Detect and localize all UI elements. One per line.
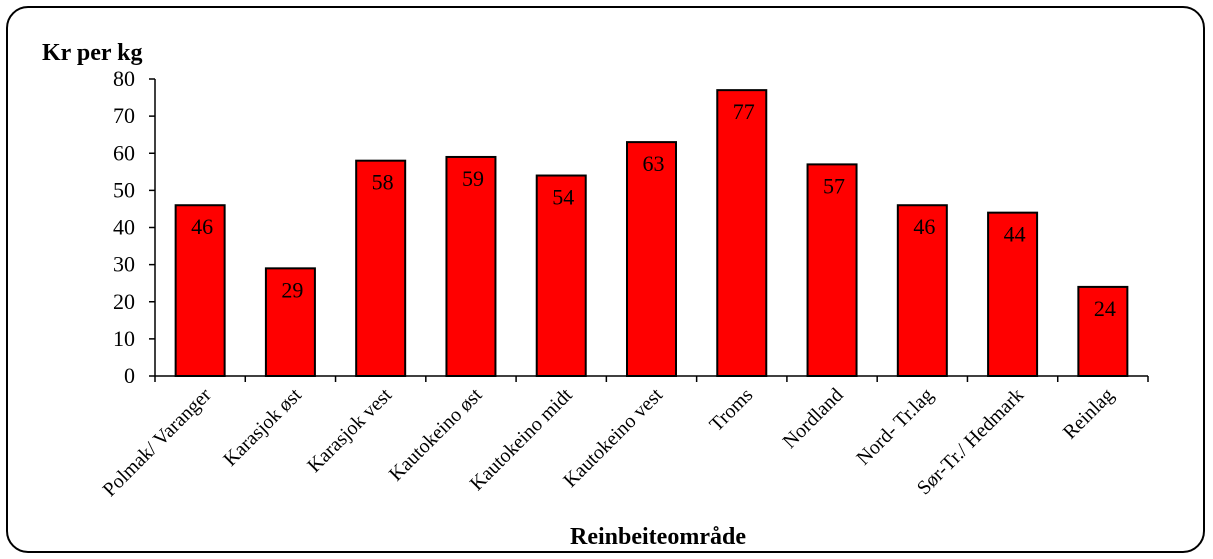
y-tick-label: 30 — [113, 252, 135, 277]
data-label: 77 — [733, 99, 755, 124]
y-axis-title: Kr per kg — [42, 40, 142, 66]
category-label: Troms — [705, 384, 757, 436]
bar — [355, 159, 407, 377]
bar — [896, 204, 948, 377]
data-label: 57 — [823, 173, 845, 198]
bar — [1077, 285, 1129, 377]
bar — [626, 141, 677, 377]
category-label: Nord- Tr.lag — [852, 384, 937, 469]
bar — [987, 211, 1039, 377]
data-label: 29 — [281, 277, 303, 302]
y-tick-label: 80 — [113, 66, 135, 91]
category-label: Kautokeino øst — [385, 384, 487, 486]
data-label: 58 — [372, 170, 394, 195]
data-label: 44 — [1004, 222, 1026, 247]
axes: 0 10 20 30 40 50 60 70 80 — [113, 66, 1149, 388]
category-label: Karasjok øst — [219, 384, 306, 471]
bar — [535, 174, 587, 377]
x-axis-title: Reinbeiteområde — [570, 524, 746, 550]
category-label: Polmak/ Varanger — [99, 384, 216, 501]
y-tick-label: 40 — [113, 215, 135, 240]
y-tick-label: 50 — [113, 177, 135, 202]
category-label: Nordland — [779, 384, 848, 453]
bar — [716, 89, 768, 377]
data-label: 46 — [913, 214, 935, 239]
data-label: 46 — [191, 214, 213, 239]
bar — [806, 163, 858, 377]
bar — [174, 204, 226, 377]
y-tick-label: 60 — [113, 140, 135, 165]
bar — [445, 155, 497, 377]
data-labels: 46 29 58 59 54 63 77 57 46 44 24 — [191, 99, 1116, 321]
bar — [264, 267, 316, 377]
data-label: 63 — [643, 151, 665, 176]
y-tick-label: 70 — [113, 103, 135, 128]
y-tick-label: 20 — [113, 289, 135, 314]
y-tick-label: 0 — [124, 363, 135, 388]
category-label: Karasjok vest — [303, 384, 396, 477]
data-label: 59 — [462, 166, 484, 191]
data-label: 54 — [552, 185, 574, 210]
category-label: Reinlag — [1059, 384, 1119, 444]
y-tick-label: 10 — [113, 326, 135, 351]
bars — [174, 89, 1129, 377]
data-label: 24 — [1094, 296, 1116, 321]
